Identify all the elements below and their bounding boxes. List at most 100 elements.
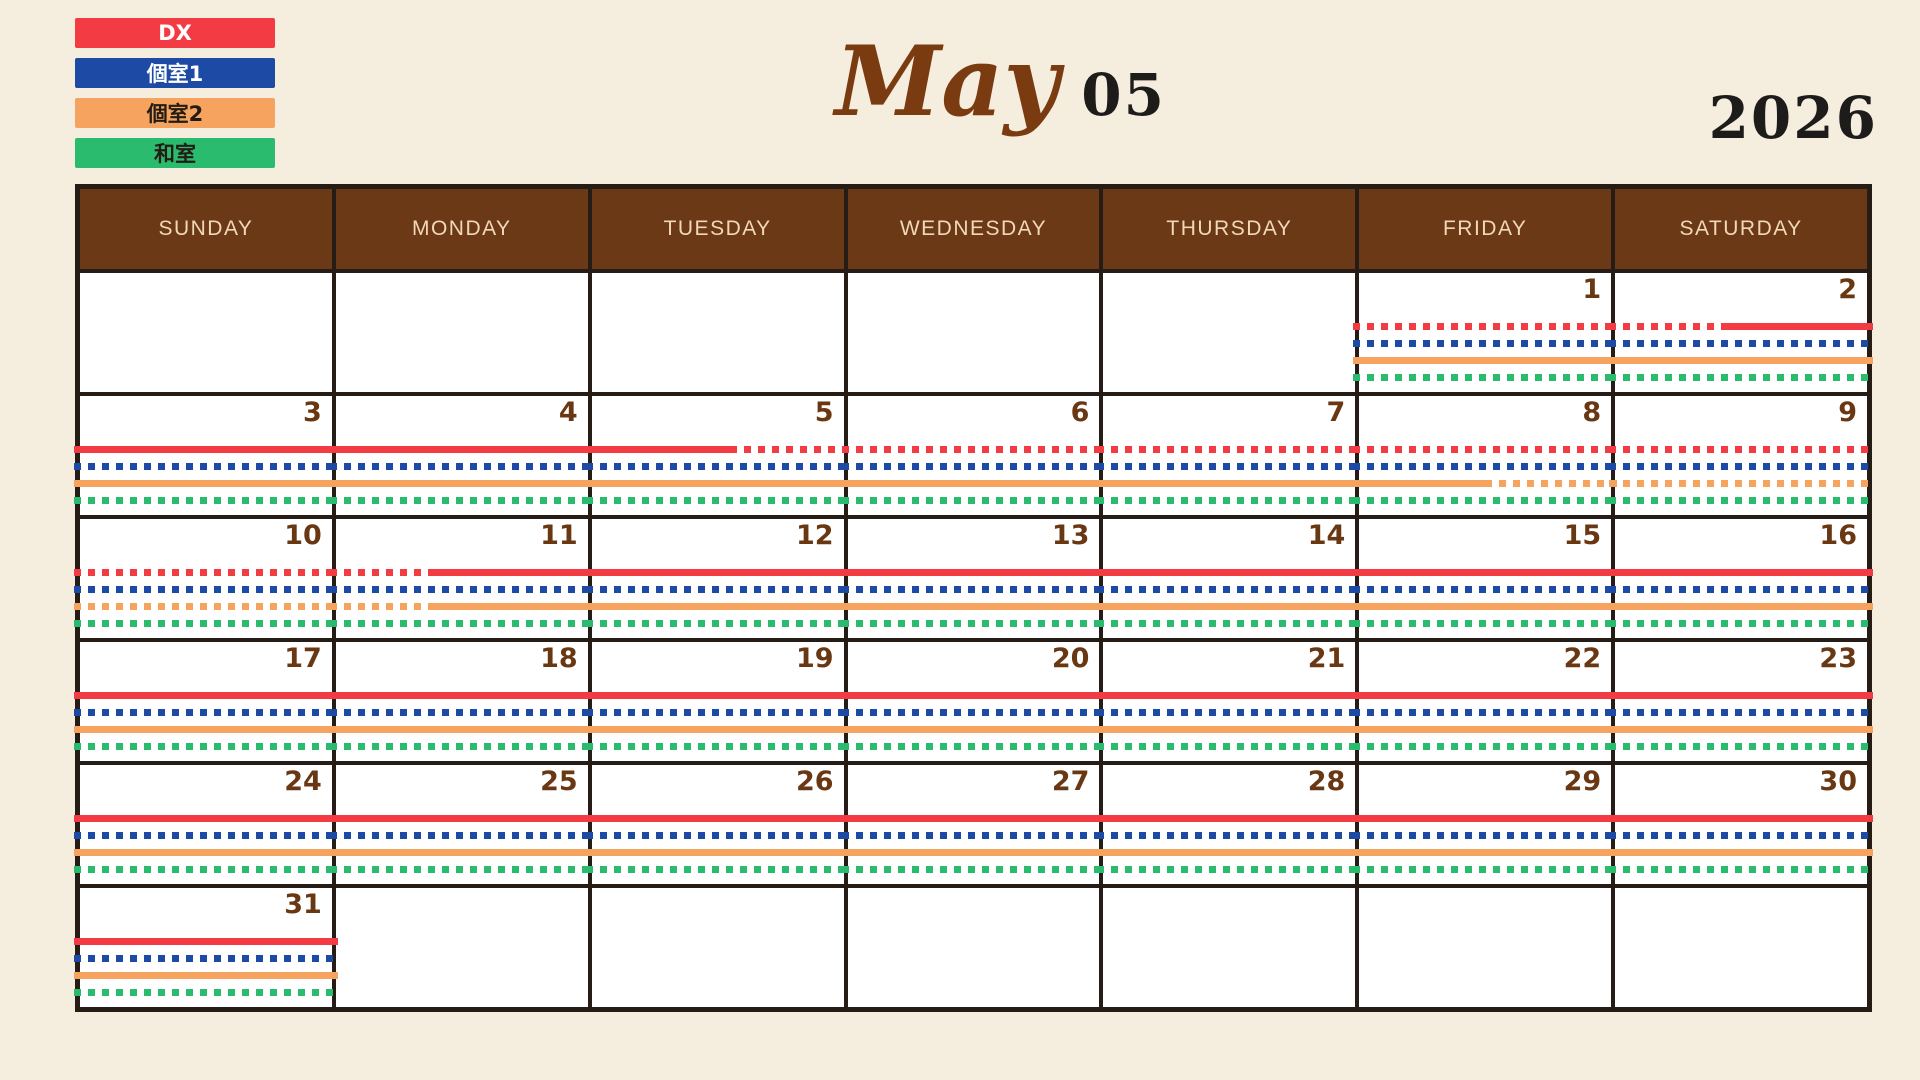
- date-number-19: 19: [795, 643, 834, 674]
- empty-cell-w1-d4: [845, 271, 1102, 394]
- date-number-13: 13: [1051, 520, 1090, 551]
- dx-availability-line-solid: [74, 446, 338, 453]
- date-number-22: 22: [1563, 643, 1602, 674]
- washitsu-availability-line-dotted: [1097, 620, 1362, 627]
- washitsu-availability-line-dotted: [1353, 497, 1618, 504]
- washitsu-availability-line-dotted: [585, 743, 850, 750]
- date-cell-9: 9: [1609, 394, 1873, 517]
- koshitsu1-availability-line-dotted: [1609, 832, 1873, 839]
- date-number-18: 18: [540, 643, 578, 674]
- legend-label-washitsu: 和室: [154, 142, 196, 166]
- washitsu-availability-line-dotted: [1097, 497, 1362, 504]
- day-header-saturday: SATURDAY: [1613, 187, 1869, 271]
- washitsu-availability-line-dotted: [585, 620, 850, 627]
- koshitsu2-availability-line-solid: [585, 849, 850, 856]
- date-cell-27: 27: [841, 763, 1106, 886]
- koshitsu1-availability-line-dotted: [1609, 340, 1873, 347]
- day-header-sunday: SUNDAY: [78, 187, 334, 271]
- dx-availability-line-dotted: [329, 569, 432, 576]
- washitsu-availability-line-dotted: [1609, 743, 1873, 750]
- dx-availability-line-solid: [1353, 569, 1618, 576]
- washitsu-availability-line-dotted: [329, 743, 594, 750]
- date-number-27: 27: [1051, 766, 1090, 797]
- koshitsu2-availability-line-dotted: [1485, 480, 1618, 487]
- date-number-26: 26: [795, 766, 834, 797]
- koshitsu1-availability-line-dotted: [1353, 709, 1618, 716]
- date-cell-31: 31: [74, 886, 338, 1009]
- koshitsu2-availability-line-solid: [1609, 357, 1873, 364]
- koshitsu2-availability-line-dotted: [1609, 480, 1873, 487]
- date-cell-4: 4: [329, 394, 594, 517]
- koshitsu2-availability-line-solid: [585, 726, 850, 733]
- date-cell-18: 18: [329, 640, 594, 763]
- dx-availability-line-dotted: [1609, 323, 1729, 330]
- koshitsu1-availability-line-dotted: [74, 955, 338, 962]
- day-header-monday: MONDAY: [333, 187, 590, 271]
- koshitsu2-availability-line-solid: [585, 603, 850, 610]
- title-group: May 05: [835, 22, 1166, 142]
- koshitsu1-availability-line-dotted: [1353, 586, 1618, 593]
- koshitsu1-availability-line-dotted: [329, 586, 594, 593]
- dx-availability-line-solid: [1097, 815, 1362, 822]
- koshitsu1-availability-line-dotted: [585, 586, 850, 593]
- washitsu-availability-line-dotted: [1609, 497, 1873, 504]
- washitsu-availability-line-dotted: [329, 497, 594, 504]
- washitsu-availability-line-dotted: [74, 866, 338, 873]
- year: 2026: [1708, 84, 1878, 152]
- date-number-8: 8: [1582, 397, 1602, 428]
- month-name: May: [835, 25, 1060, 138]
- date-number-16: 16: [1819, 520, 1857, 551]
- date-cell-16: 16: [1609, 517, 1873, 640]
- date-cell-13: 13: [841, 517, 1106, 640]
- koshitsu1-availability-line-dotted: [585, 832, 850, 839]
- date-cell-23: 23: [1609, 640, 1873, 763]
- date-number-9: 9: [1838, 397, 1857, 428]
- dx-availability-line-dotted: [1609, 446, 1873, 453]
- empty-cell-w6-d6: [1357, 886, 1614, 1009]
- dx-availability-line-dotted: [841, 446, 1106, 453]
- empty-cell-w1-d5: [1101, 271, 1358, 394]
- washitsu-availability-line-dotted: [585, 497, 850, 504]
- date-cell-15: 15: [1353, 517, 1618, 640]
- koshitsu1-availability-line-dotted: [1609, 709, 1873, 716]
- koshitsu2-availability-line-solid: [1353, 357, 1618, 364]
- date-cell-26: 26: [585, 763, 850, 886]
- room-legend: DX 個室1 個室2 和室: [75, 18, 275, 178]
- date-number-23: 23: [1819, 643, 1857, 674]
- koshitsu2-availability-line-solid: [841, 480, 1106, 487]
- dx-availability-line-solid: [74, 815, 338, 822]
- koshitsu2-availability-line-solid: [431, 603, 594, 610]
- koshitsu1-availability-line-dotted: [1097, 586, 1362, 593]
- legend-label-koshitsu1: 個室1: [146, 62, 204, 86]
- date-number-12: 12: [795, 520, 834, 551]
- dx-availability-line-solid: [585, 815, 850, 822]
- empty-cell-w1-d1: [78, 271, 334, 394]
- dx-availability-line-solid: [329, 446, 594, 453]
- dx-availability-line-solid: [841, 692, 1106, 699]
- koshitsu2-availability-line-solid: [1097, 480, 1362, 487]
- date-number-21: 21: [1307, 643, 1346, 674]
- date-cell-11: 11: [329, 517, 594, 640]
- date-cell-20: 20: [841, 640, 1106, 763]
- washitsu-availability-line-dotted: [1609, 620, 1873, 627]
- dx-availability-line-solid: [1609, 815, 1873, 822]
- dx-availability-line-solid: [585, 446, 731, 453]
- koshitsu2-availability-line-dotted: [74, 603, 338, 610]
- date-cell-25: 25: [329, 763, 594, 886]
- washitsu-availability-line-dotted: [585, 866, 850, 873]
- dx-availability-line-solid: [841, 815, 1106, 822]
- empty-cell-w6-d3: [589, 886, 846, 1009]
- legend-item-washitsu: 和室: [75, 138, 275, 168]
- koshitsu2-availability-line-solid: [841, 603, 1106, 610]
- koshitsu2-availability-line-solid: [1609, 849, 1873, 856]
- legend-label-dx: DX: [158, 21, 192, 45]
- washitsu-availability-line-dotted: [1353, 374, 1618, 381]
- koshitsu2-availability-line-solid: [1097, 603, 1362, 610]
- date-number-30: 30: [1819, 766, 1857, 797]
- koshitsu1-availability-line-dotted: [1097, 832, 1362, 839]
- date-cell-30: 30: [1609, 763, 1873, 886]
- date-cell-19: 19: [585, 640, 850, 763]
- empty-cell-w6-d5: [1101, 886, 1358, 1009]
- date-cell-17: 17: [74, 640, 338, 763]
- date-number-24: 24: [284, 766, 322, 797]
